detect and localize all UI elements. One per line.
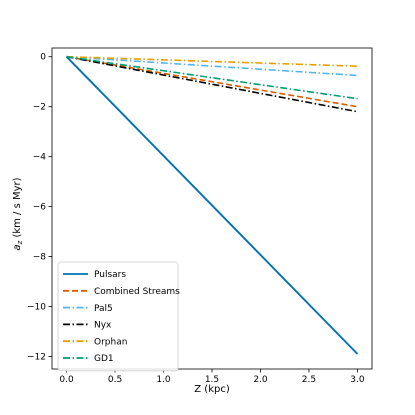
legend-label: Nyx [94, 321, 112, 331]
y-tick-label: −2 [33, 103, 46, 113]
x-tick-label: 0.5 [108, 375, 122, 385]
y-tick-label: 0 [40, 53, 46, 63]
x-tick-label: 2.5 [302, 375, 316, 385]
series-line-nyx [66, 55, 358, 113]
series-line-combined-streams [66, 55, 358, 108]
y-tick-label: −6 [33, 203, 47, 213]
legend-label: GD1 [94, 354, 114, 364]
x-tick-label: 2.0 [253, 375, 268, 385]
series-line-orphan [66, 55, 358, 67]
y-tick-label: −10 [27, 303, 46, 313]
x-tick-label: 3.0 [350, 375, 365, 385]
plot-area [65, 55, 359, 355]
y-tick-label: −8 [33, 253, 47, 263]
x-tick-label: 1.5 [205, 375, 219, 385]
legend-box [57, 261, 179, 372]
y-tick-label: −4 [33, 153, 47, 163]
legend-label: Pulsars [94, 270, 126, 280]
y-axis-title: az (km / s Myr) [12, 177, 24, 250]
legend-label: Pal5 [94, 304, 113, 314]
series-line-pulsars [65, 56, 359, 355]
x-tick-label: 1.0 [156, 375, 171, 385]
x-axis-title: Z (kpc) [194, 384, 230, 395]
legend: Pulsars Combined Streams Pal5 Nyx Orphan GD1 [57, 261, 180, 372]
y-tick-label: −12 [27, 353, 46, 363]
series-line-gd1 [66, 55, 358, 100]
legend-label: Orphan [94, 337, 127, 347]
series-line-pal5 [66, 55, 358, 77]
legend-label: Combined Streams [94, 287, 180, 297]
x-tick-label: 0.0 [59, 375, 74, 385]
axes: 0.0 0.5 1.0 1.5 2.0 2.5 3.0 0 −2 −4 −6 −8 −10 −12 [27, 47, 373, 385]
